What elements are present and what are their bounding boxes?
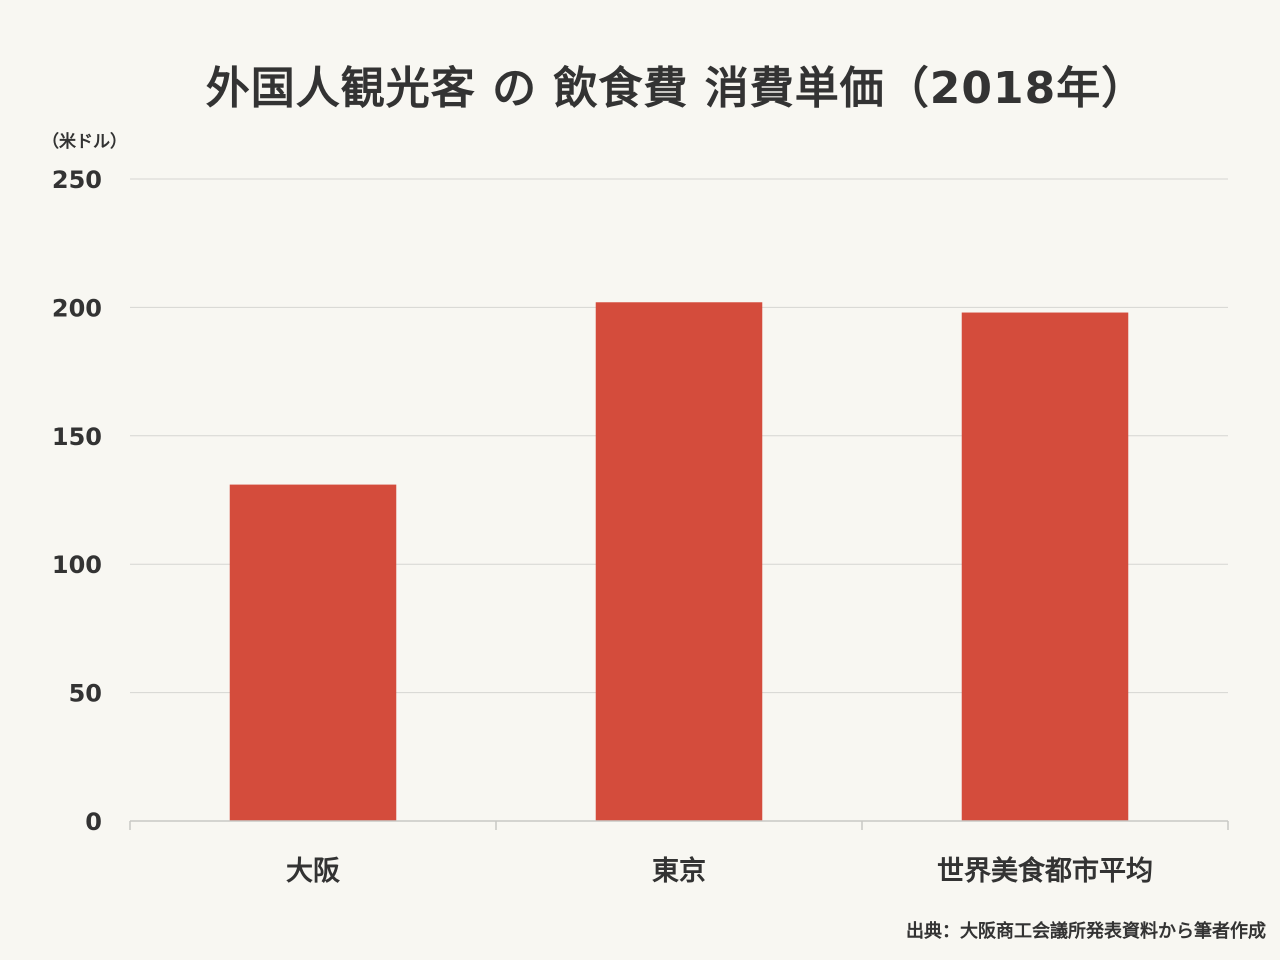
x-tick-label-2: 世界美食都市平均 (937, 855, 1153, 887)
x-axis (129, 820, 1229, 830)
y-tick-label-100: 100 (52, 551, 102, 579)
y-tick-label-150: 150 (52, 423, 102, 451)
x-tick-label-0: 大阪 (286, 856, 340, 887)
y-tick-label-250: 250 (52, 166, 102, 194)
y-tick-labels: 0 50 100 150 200 250 (52, 166, 102, 836)
x-tick-labels: 大阪 東京 世界美食都市平均 (286, 855, 1153, 887)
x-tick-label-1: 東京 (652, 855, 706, 887)
source-note: 出典：大阪商工会議所発表資料から筆者作成 (906, 921, 1266, 942)
y-axis-unit-label: （米ドル） (42, 132, 127, 152)
bar-1 (595, 302, 763, 821)
y-tick-label-200: 200 (52, 294, 102, 322)
y-tick-label-0: 0 (85, 808, 102, 836)
bar-2 (961, 312, 1129, 821)
chart-title: 外国人観光客 の 飲食費 消費単価（2018年） (205, 63, 1147, 114)
bar-0 (229, 484, 397, 821)
bars (229, 302, 1129, 821)
y-tick-label-50: 50 (69, 680, 102, 708)
